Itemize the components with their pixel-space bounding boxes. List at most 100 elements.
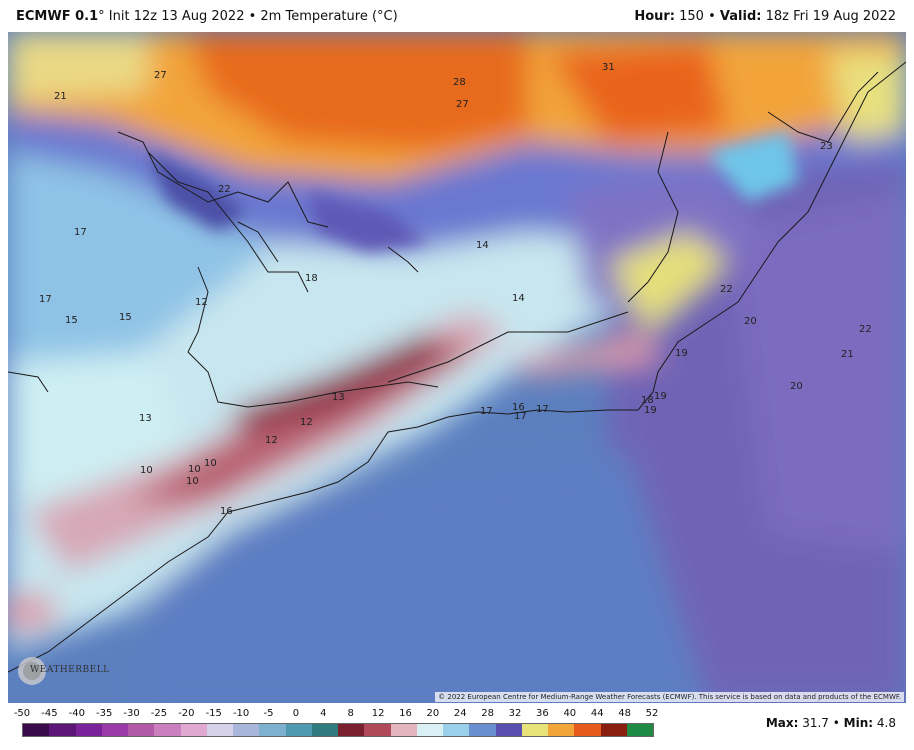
colorbar-segment <box>23 724 50 736</box>
colorbar-tick: 4 <box>320 708 327 719</box>
colorbar-tick: 40 <box>563 708 577 719</box>
colorbar-segment <box>75 724 102 736</box>
model-name: ECMWF 0.1 <box>16 9 99 24</box>
degree-symbol: ° <box>98 9 105 24</box>
temp-label: 12 <box>300 417 313 428</box>
colorbar-tick: 12 <box>371 708 385 719</box>
colorbar-segment <box>259 724 286 736</box>
header-left: ECMWF 0.1° Init 12z 13 Aug 2022 • 2m Tem… <box>16 9 398 24</box>
colorbar-tick: -30 <box>123 708 140 719</box>
temp-label: 16 <box>512 402 525 413</box>
temp-label: 10 <box>188 464 201 475</box>
valid-value: 18z Fri 19 Aug 2022 <box>765 9 896 24</box>
valid-label: Valid: <box>719 9 762 24</box>
colorbar-tick: -5 <box>263 708 274 719</box>
colorbar-segment <box>49 724 76 736</box>
colorbar-segment <box>206 724 233 736</box>
colorbar-tick: -40 <box>68 708 85 719</box>
min-value: 4.8 <box>876 716 896 730</box>
colorbar-segment <box>233 724 260 736</box>
hour-label: Hour: <box>634 9 675 24</box>
temp-label: 18 <box>641 395 654 406</box>
temp-label: 14 <box>512 293 525 304</box>
colorbar-segment <box>311 724 338 736</box>
temperature-colorbar <box>22 723 654 737</box>
colorbar-tick: -50 <box>13 708 31 719</box>
temp-label: 19 <box>654 391 667 402</box>
temp-label: 10 <box>140 465 153 476</box>
temp-label: 15 <box>119 312 132 323</box>
map-header: ECMWF 0.1° Init 12z 13 Aug 2022 • 2m Tem… <box>0 0 914 32</box>
temp-label: 17 <box>39 294 52 305</box>
colorbar-tick: 36 <box>536 708 549 719</box>
temp-label: 31 <box>602 62 615 73</box>
max-value: 31.7 <box>802 716 829 730</box>
temp-label: 21 <box>841 349 854 360</box>
colorbar-segment <box>364 724 391 736</box>
colorbar-tick: 52 <box>645 708 659 719</box>
colorbar-tick: -45 <box>41 708 58 719</box>
temp-label: 12 <box>195 297 208 308</box>
colorbar-tick: -25 <box>150 708 168 719</box>
init-text: Init 12z 13 Aug 2022 • 2m Temperature (°… <box>108 9 398 24</box>
weatherbell-logo <box>18 657 46 685</box>
colorbar-tick: 24 <box>453 708 467 719</box>
copyright-notice: © 2022 European Centre for Medium-Range … <box>435 692 904 702</box>
hour-value: 150 • <box>679 9 716 24</box>
temp-label: 13 <box>139 413 152 424</box>
temp-label: 22 <box>720 284 733 295</box>
temperature-map: 27 21 28 27 31 23 22 17 14 18 14 12 17 1… <box>8 32 906 703</box>
temp-label: 19 <box>675 348 688 359</box>
min-label: Min: <box>843 716 874 730</box>
colorbar-tick: 20 <box>426 708 440 719</box>
colorbar-segment <box>548 724 575 736</box>
temp-label: 12 <box>265 435 278 446</box>
temp-label: 13 <box>332 392 345 403</box>
temp-label: 27 <box>154 70 167 81</box>
map-value-labels: 27 21 28 27 31 23 22 17 14 18 14 12 17 1… <box>39 62 872 517</box>
temp-label: 19 <box>644 405 657 416</box>
colorbar-tick: 16 <box>399 708 412 719</box>
colorbar-segment <box>469 724 496 736</box>
colorbar-segment <box>101 724 128 736</box>
colorbar-segment <box>154 724 181 736</box>
temp-label: 17 <box>74 227 87 238</box>
colorbar-tick: -35 <box>96 708 113 719</box>
colorbar-segment <box>285 724 312 736</box>
temp-label: 28 <box>453 77 466 88</box>
colorbar-segment <box>574 724 601 736</box>
colorbar-tick: 0 <box>292 708 300 719</box>
temp-label: 22 <box>218 184 231 195</box>
colorbar-segment <box>390 724 417 736</box>
temp-label: 17 <box>514 411 527 422</box>
temp-label: 18 <box>305 273 318 284</box>
colorbar-segment <box>416 724 443 736</box>
colorbar-tick: 28 <box>481 708 495 719</box>
colorbar-tick: 44 <box>590 708 604 719</box>
colorbar-tick-labels: -50 -45 -40 -35 -30 -25 -20 -15 -10 -5 0 4 8 12 16 20 24… <box>0 708 914 722</box>
temp-label: 10 <box>204 458 217 469</box>
colorbar-segment <box>180 724 207 736</box>
temp-label: 22 <box>859 324 872 335</box>
temp-label: 17 <box>480 406 493 417</box>
temp-label: 23 <box>820 141 833 152</box>
header-right: Hour: 150 • Valid: 18z Fri 19 Aug 2022 <box>634 9 896 24</box>
colorbar-segment <box>521 724 548 736</box>
colorbar-tick: -10 <box>232 708 250 719</box>
temp-label: 21 <box>54 91 67 102</box>
temp-label: 15 <box>65 315 78 326</box>
colorbar-segment <box>338 724 365 736</box>
colorbar-tick: 48 <box>618 708 631 719</box>
max-min-readout: Max: 31.7 • Min: 4.8 <box>765 716 896 730</box>
temp-label: 20 <box>744 316 757 327</box>
colorbar-segment <box>443 724 470 736</box>
colorbar-tick: 8 <box>347 708 354 719</box>
temp-label: 17 <box>536 404 549 415</box>
colorbar-segment <box>600 724 627 736</box>
temp-label: 20 <box>790 381 803 392</box>
max-label: Max: <box>765 716 799 730</box>
colorbar-tick: -20 <box>178 708 195 719</box>
colorbar-tick: -15 <box>205 708 222 719</box>
colorbar-segment <box>128 724 155 736</box>
temp-label: 10 <box>186 476 199 487</box>
